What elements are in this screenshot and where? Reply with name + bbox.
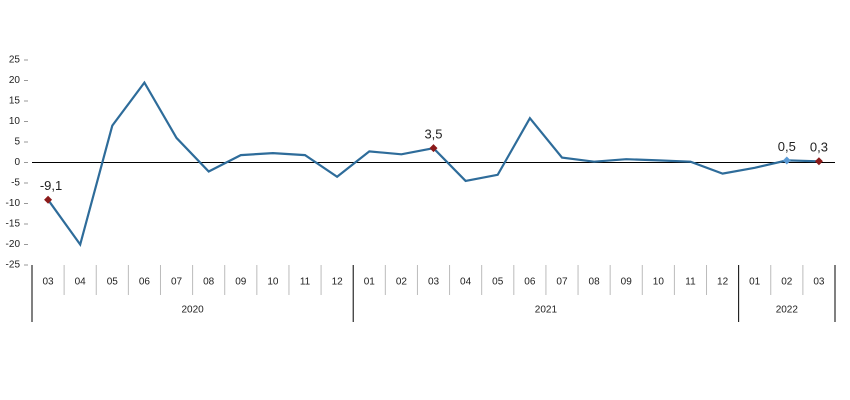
x-tick-label: 06 <box>524 277 536 288</box>
y-tick-label: -10 <box>6 198 21 209</box>
x-tick-label: 04 <box>460 277 472 288</box>
x-tick-label: 01 <box>749 277 761 288</box>
y-tick-label: 20 <box>9 75 21 86</box>
y-tick-label: -15 <box>6 219 21 230</box>
x-tick-label: 03 <box>813 277 825 288</box>
x-tick-label: 07 <box>556 277 568 288</box>
y-tick-label: -5 <box>11 178 20 189</box>
x-tick-label: 12 <box>332 277 344 288</box>
x-tick-label: 03 <box>42 277 54 288</box>
x-tick-label: 11 <box>300 277 311 288</box>
group-label: 2021 <box>535 305 558 316</box>
x-tick-label: 05 <box>492 277 504 288</box>
x-tick-label: 04 <box>75 277 87 288</box>
marker <box>814 157 823 166</box>
x-tick-label: 07 <box>171 277 183 288</box>
x-tick-label: 06 <box>139 277 151 288</box>
x-tick-label: 10 <box>267 277 279 288</box>
marker <box>429 144 438 153</box>
value-label: -9,1 <box>40 178 62 193</box>
y-tick-label: 5 <box>14 137 20 148</box>
y-tick-label: 15 <box>9 96 21 107</box>
marker <box>782 156 791 165</box>
x-tick-label: 03 <box>428 277 440 288</box>
x-tick-label: 08 <box>589 277 601 288</box>
y-tick-label: 10 <box>9 116 21 127</box>
x-tick-label: 02 <box>781 277 793 288</box>
group-label: 2022 <box>776 305 799 316</box>
y-tick-label: -25 <box>6 260 21 271</box>
x-tick-label: 02 <box>396 277 408 288</box>
x-tick-label: 08 <box>203 277 215 288</box>
value-label: 0,5 <box>778 139 796 154</box>
line-series <box>47 80 819 248</box>
x-tick-label: 12 <box>717 277 729 288</box>
x-tick-label: 09 <box>235 277 247 288</box>
x-tick-label: 09 <box>621 277 633 288</box>
x-tick-label: 05 <box>107 277 119 288</box>
y-tick-label: -20 <box>6 239 21 250</box>
y-tick-label: 0 <box>14 157 20 168</box>
value-label: 0,3 <box>810 140 828 155</box>
x-tick-label: 11 <box>685 277 696 288</box>
marker <box>44 195 53 204</box>
x-tick-label: 10 <box>653 277 665 288</box>
value-label: 3,5 <box>424 127 442 142</box>
y-tick-label: 25 <box>9 55 21 66</box>
group-label: 2020 <box>181 305 204 316</box>
x-tick-label: 01 <box>364 277 376 288</box>
